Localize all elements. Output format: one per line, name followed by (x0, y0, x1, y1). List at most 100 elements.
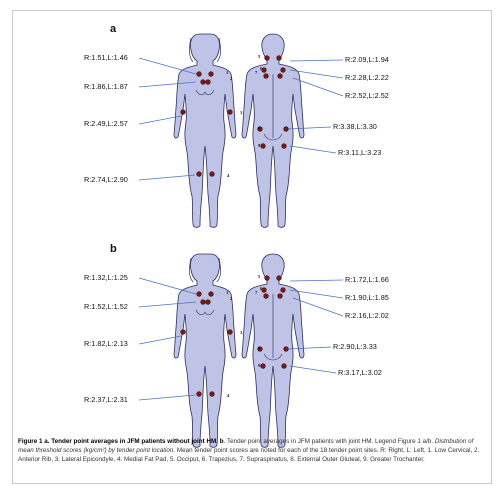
tender-point-marker (196, 71, 202, 77)
tender-score-label: R:1.32,L:1.25 (84, 273, 128, 282)
front-body-figure (173, 253, 237, 448)
point-number-tag: 1 (226, 70, 229, 75)
leader-line (138, 394, 196, 401)
tender-score-label: R:1.52,L:1.52 (84, 302, 128, 311)
point-number-tag: 9 (258, 363, 261, 368)
point-number-tag: 5 (258, 274, 261, 279)
tender-point-marker (209, 391, 215, 397)
tender-score-label: R:3.38,L:3.30 (333, 122, 377, 131)
point-number-tag: 3 (240, 110, 243, 115)
tender-score-label: R:3.17,L:3.02 (338, 368, 382, 377)
tender-score-label: R:1.90,L:1.85 (345, 293, 389, 302)
figure-caption: Figure 1 a. Tender point averages in JFM… (18, 437, 484, 464)
leader-line (138, 81, 197, 88)
tender-score-label: R:2.52,L:2.52 (345, 91, 389, 100)
point-number-tag: 7 (255, 70, 258, 75)
tender-point-marker (257, 346, 263, 352)
point-number-tag: 4 (227, 173, 230, 178)
point-number-tag: 2 (230, 76, 233, 81)
panel-letter: a (110, 23, 117, 35)
tender-score-label: R:2.37,L:2.31 (84, 395, 128, 404)
tender-score-label: R:2.16,L:2.02 (345, 311, 389, 320)
tender-point-marker (281, 143, 287, 149)
leader-line (287, 126, 332, 130)
point-number-tag: 5 (258, 54, 261, 59)
tender-point-marker (281, 363, 287, 369)
tender-score-label: R:2.90,L:3.33 (333, 342, 377, 351)
tender-point-marker (257, 126, 263, 132)
point-number-tag: 1 (226, 290, 229, 295)
tender-score-label: R:2.09,L:1.94 (345, 55, 389, 64)
leader-line (138, 301, 197, 308)
tender-point-marker (260, 363, 266, 369)
back-body-figure (241, 33, 305, 228)
tender-point-marker (208, 71, 214, 77)
panel-letter: b (110, 243, 117, 255)
tender-point-marker (260, 143, 266, 149)
panel-b: b R:1.32,L:1.25 R:1.52,L:1.52 R:1.82,L:2.13… (84, 243, 389, 448)
point-number-tag: 6 (260, 66, 263, 71)
tender-score-label: R:1.82,L:2.13 (84, 339, 128, 348)
leader-line (289, 279, 344, 282)
back-body-figure (241, 253, 305, 448)
caption-title: Figure 1 a. Tender point averages in JFM… (18, 438, 224, 445)
point-number-tag: 8 (258, 346, 261, 351)
panel-a: a R:1.51,L:1.46 R:1.86,L:1.87 R:2.49,L:2.57… (84, 23, 389, 228)
point-number-tag: 6 (260, 286, 263, 291)
tender-point-marker (261, 287, 267, 293)
tender-point-marker (276, 55, 282, 61)
tender-score-label: R:2.28,L:2.22 (345, 73, 389, 82)
tender-point-marker (283, 346, 289, 352)
caption-text-2: Mean tender point scores are noted for e… (18, 447, 480, 463)
tender-point-marker (264, 55, 270, 61)
tender-point-marker (277, 73, 283, 79)
tender-score-label: R:1.72,L:1.66 (345, 275, 389, 284)
tender-point-marker (196, 171, 202, 177)
tender-point-marker (205, 79, 211, 85)
tender-point-marker (277, 293, 283, 299)
front-body-figure (173, 33, 237, 228)
tender-score-label: R:2.49,L:2.57 (84, 119, 128, 128)
leader-line (292, 77, 344, 97)
caption-text-1: . Tender point averages in JFM patients … (223, 438, 435, 445)
tender-score-label: R:3.11,L:3.23 (338, 148, 381, 157)
tender-point-marker (280, 67, 286, 73)
point-number-tag: 9 (258, 143, 261, 148)
tender-point-marker (263, 73, 269, 79)
tender-point-marker (276, 275, 282, 281)
leader-line (138, 57, 197, 75)
point-number-tag: 3 (240, 330, 243, 335)
tender-point-marker (180, 109, 186, 115)
tender-point-marker (200, 79, 206, 85)
leader-line (289, 69, 344, 79)
leader-line (138, 335, 182, 345)
leader-line (138, 277, 197, 295)
tender-point-marker (280, 287, 286, 293)
point-number-tag: 7 (255, 290, 258, 295)
tender-point-marker (209, 171, 215, 177)
tender-score-label: R:1.86,L:1.87 (84, 82, 128, 91)
tender-point-marker (180, 329, 186, 335)
tender-point-marker (208, 291, 214, 297)
tender-score-label: R:2.74,L:2.90 (84, 175, 128, 184)
tender-point-marker (196, 291, 202, 297)
leader-line (292, 297, 344, 317)
tender-point-marker (263, 293, 269, 299)
point-number-tag: 4 (227, 393, 230, 398)
tender-point-marker (196, 391, 202, 397)
leader-line (138, 115, 182, 125)
tender-point-marker (227, 109, 233, 115)
leader-line (289, 145, 337, 154)
tender-score-label: R:1.51,L:1.46 (84, 53, 128, 62)
tender-point-marker (200, 299, 206, 305)
tender-point-marker (227, 329, 233, 335)
leader-line (289, 365, 337, 374)
point-number-tag: 2 (230, 296, 233, 301)
tender-point-marker (283, 126, 289, 132)
leader-line (138, 174, 196, 181)
tender-point-marker (264, 275, 270, 281)
tender-point-marker (205, 299, 211, 305)
tender-point-marker (261, 67, 267, 73)
point-number-tag: 8 (258, 126, 261, 131)
